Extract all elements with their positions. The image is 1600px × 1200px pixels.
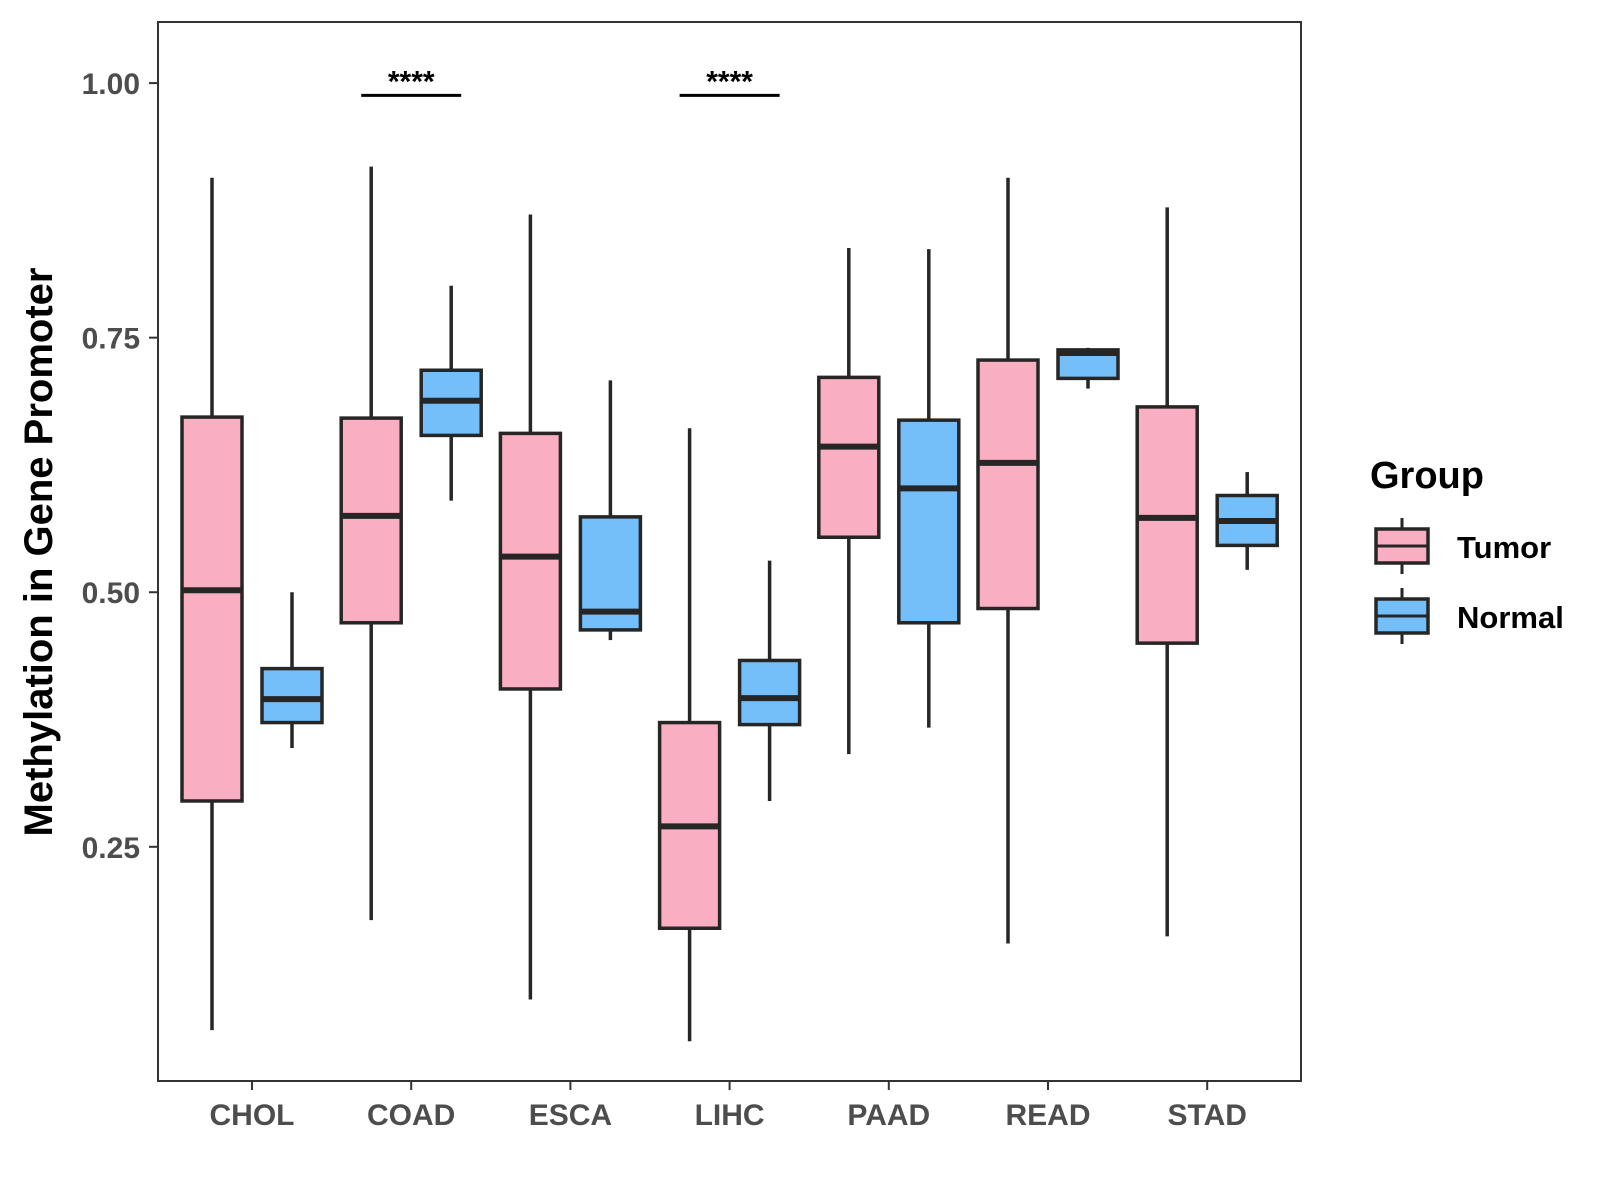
box-read-normal xyxy=(1056,347,1120,389)
y-tick-label: 1.00 xyxy=(82,68,140,101)
significance-label: **** xyxy=(706,65,753,98)
box-body xyxy=(498,431,563,691)
box-esca-tumor xyxy=(498,214,563,1000)
box-paad-tumor xyxy=(817,248,881,755)
box-read-tumor xyxy=(976,177,1040,944)
box-chol-normal xyxy=(260,592,324,749)
box-coad-normal xyxy=(419,285,483,501)
box-body xyxy=(817,375,881,539)
legend-item-tumor: Tumor xyxy=(1374,518,1551,574)
legend: Group Tumor Normal xyxy=(1370,455,1564,644)
box-chol-tumor xyxy=(180,177,244,1031)
legend-label: Tumor xyxy=(1457,530,1551,565)
box-body xyxy=(1135,405,1199,645)
box-body xyxy=(180,415,244,803)
y-axis-title: Methylation in Gene Promoter xyxy=(17,268,61,837)
box-body xyxy=(976,358,1040,611)
series-normal xyxy=(260,249,1279,801)
box-body xyxy=(897,418,961,625)
box-stad-normal xyxy=(1215,472,1279,570)
box-stad-tumor xyxy=(1135,207,1199,937)
x-tick-label: PAAD xyxy=(847,1099,930,1132)
x-tick-label: CHOL xyxy=(210,1099,295,1132)
y-tick-label: 0.75 xyxy=(82,323,140,356)
box-paad-normal xyxy=(897,249,961,728)
x-tick-label: READ xyxy=(1005,1099,1090,1132)
x-tick-label: STAD xyxy=(1167,1099,1246,1132)
box-body xyxy=(260,666,324,725)
box-lihc-tumor xyxy=(657,428,722,1042)
legend-item-normal: Normal xyxy=(1374,588,1564,644)
box-series xyxy=(180,166,1279,1042)
x-tick-label: LIHC xyxy=(695,1099,765,1132)
y-tick-label: 0.25 xyxy=(82,832,140,865)
series-tumor xyxy=(180,166,1199,1042)
legend-label: Normal xyxy=(1457,600,1564,635)
y-tick-label: 0.50 xyxy=(82,577,140,610)
x-axis: CHOL COAD ESCA LIHC PAAD READ STAD xyxy=(210,1081,1247,1132)
box-lihc-normal xyxy=(737,560,802,801)
legend-title: Group xyxy=(1370,455,1484,497)
x-tick-label: COAD xyxy=(367,1099,455,1132)
box-esca-normal xyxy=(578,380,643,641)
box-body xyxy=(339,416,403,625)
plot-panel xyxy=(157,21,1302,1082)
x-tick-label: ESCA xyxy=(529,1099,612,1132)
box-body xyxy=(737,658,802,727)
significance-annotations: **** **** xyxy=(361,65,780,98)
significance-label: **** xyxy=(388,65,435,98)
box-coad-tumor xyxy=(339,166,403,921)
y-axis: 0.25 0.50 0.75 1.00 xyxy=(82,68,158,865)
